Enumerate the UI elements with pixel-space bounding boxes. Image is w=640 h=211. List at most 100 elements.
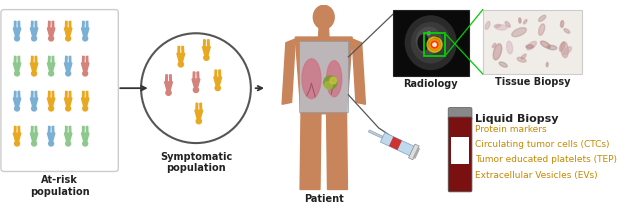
Ellipse shape bbox=[521, 54, 526, 59]
Ellipse shape bbox=[539, 24, 545, 35]
Circle shape bbox=[31, 105, 37, 112]
Ellipse shape bbox=[492, 43, 496, 48]
Ellipse shape bbox=[524, 20, 527, 24]
Circle shape bbox=[429, 39, 440, 50]
Polygon shape bbox=[47, 98, 55, 106]
Circle shape bbox=[82, 140, 88, 147]
Circle shape bbox=[330, 77, 337, 84]
Polygon shape bbox=[282, 39, 295, 104]
Polygon shape bbox=[69, 126, 71, 133]
Ellipse shape bbox=[547, 45, 557, 50]
Circle shape bbox=[14, 105, 20, 112]
Polygon shape bbox=[170, 75, 172, 82]
Polygon shape bbox=[65, 63, 72, 70]
Polygon shape bbox=[69, 91, 71, 98]
Polygon shape bbox=[202, 47, 211, 55]
Circle shape bbox=[14, 35, 20, 42]
Ellipse shape bbox=[518, 18, 521, 23]
Polygon shape bbox=[83, 21, 84, 28]
Polygon shape bbox=[219, 70, 221, 77]
Ellipse shape bbox=[417, 34, 429, 51]
Polygon shape bbox=[200, 103, 202, 110]
Polygon shape bbox=[81, 133, 89, 141]
Polygon shape bbox=[14, 91, 16, 98]
Circle shape bbox=[31, 140, 37, 147]
Circle shape bbox=[14, 140, 20, 147]
Ellipse shape bbox=[505, 22, 510, 27]
Ellipse shape bbox=[485, 22, 490, 29]
Ellipse shape bbox=[507, 41, 513, 54]
Text: Symptomatic
population: Symptomatic population bbox=[160, 151, 232, 173]
Polygon shape bbox=[295, 37, 352, 114]
FancyBboxPatch shape bbox=[1, 9, 118, 172]
Circle shape bbox=[203, 54, 210, 61]
Polygon shape bbox=[177, 53, 185, 61]
Polygon shape bbox=[65, 28, 72, 35]
Polygon shape bbox=[18, 91, 20, 98]
Text: At-risk
population: At-risk population bbox=[30, 175, 90, 197]
Circle shape bbox=[48, 105, 54, 112]
Ellipse shape bbox=[546, 62, 548, 67]
Polygon shape bbox=[204, 40, 205, 47]
Ellipse shape bbox=[559, 42, 564, 51]
Polygon shape bbox=[319, 28, 329, 37]
Ellipse shape bbox=[326, 61, 342, 97]
Ellipse shape bbox=[499, 62, 508, 67]
Bar bbox=[393, 9, 468, 76]
Bar bbox=[389, 137, 402, 150]
Circle shape bbox=[195, 118, 202, 124]
Circle shape bbox=[48, 70, 54, 77]
Polygon shape bbox=[49, 56, 50, 63]
Text: Circulating tumor cells (CTCs): Circulating tumor cells (CTCs) bbox=[476, 140, 610, 149]
Circle shape bbox=[48, 35, 54, 42]
Polygon shape bbox=[207, 40, 209, 47]
Polygon shape bbox=[49, 91, 50, 98]
Polygon shape bbox=[215, 70, 217, 77]
Polygon shape bbox=[197, 72, 199, 79]
Circle shape bbox=[324, 81, 332, 89]
Circle shape bbox=[65, 140, 71, 147]
Ellipse shape bbox=[415, 27, 442, 55]
Polygon shape bbox=[35, 56, 37, 63]
Polygon shape bbox=[193, 72, 195, 79]
Circle shape bbox=[177, 61, 184, 68]
Bar bbox=[380, 133, 415, 156]
Ellipse shape bbox=[404, 15, 457, 70]
Circle shape bbox=[82, 70, 88, 77]
Circle shape bbox=[165, 89, 172, 96]
Ellipse shape bbox=[495, 25, 507, 30]
Polygon shape bbox=[196, 103, 198, 110]
Circle shape bbox=[31, 35, 37, 42]
Circle shape bbox=[14, 70, 20, 77]
Bar bbox=[299, 41, 348, 112]
Polygon shape bbox=[300, 114, 321, 189]
Polygon shape bbox=[65, 56, 67, 63]
Polygon shape bbox=[13, 63, 20, 70]
FancyBboxPatch shape bbox=[448, 108, 472, 120]
Polygon shape bbox=[195, 110, 203, 118]
Polygon shape bbox=[30, 133, 38, 141]
Polygon shape bbox=[18, 21, 20, 28]
Polygon shape bbox=[35, 91, 37, 98]
Polygon shape bbox=[65, 98, 72, 106]
Polygon shape bbox=[47, 28, 55, 35]
Circle shape bbox=[31, 70, 37, 77]
Polygon shape bbox=[30, 98, 38, 106]
Polygon shape bbox=[31, 126, 33, 133]
Ellipse shape bbox=[314, 5, 334, 29]
Ellipse shape bbox=[526, 45, 533, 48]
Text: Extracellular Vesicles (EVs): Extracellular Vesicles (EVs) bbox=[476, 170, 598, 180]
Polygon shape bbox=[14, 21, 16, 28]
Ellipse shape bbox=[517, 57, 526, 62]
Polygon shape bbox=[83, 56, 84, 63]
Polygon shape bbox=[14, 126, 16, 133]
Ellipse shape bbox=[512, 28, 527, 37]
Circle shape bbox=[427, 37, 442, 52]
Circle shape bbox=[214, 85, 221, 91]
Ellipse shape bbox=[411, 22, 451, 64]
Circle shape bbox=[65, 35, 71, 42]
Polygon shape bbox=[49, 21, 50, 28]
Ellipse shape bbox=[494, 24, 500, 27]
Polygon shape bbox=[14, 56, 16, 63]
Ellipse shape bbox=[302, 59, 321, 99]
